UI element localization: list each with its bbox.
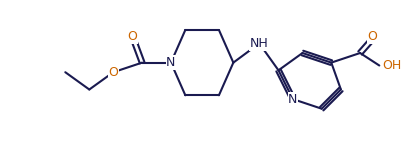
- Text: O: O: [368, 30, 377, 43]
- Text: N: N: [166, 56, 176, 69]
- Text: O: O: [108, 66, 118, 79]
- Text: NH: NH: [250, 37, 269, 50]
- Text: N: N: [288, 93, 298, 106]
- Text: O: O: [128, 30, 138, 43]
- Text: OH: OH: [382, 59, 401, 72]
